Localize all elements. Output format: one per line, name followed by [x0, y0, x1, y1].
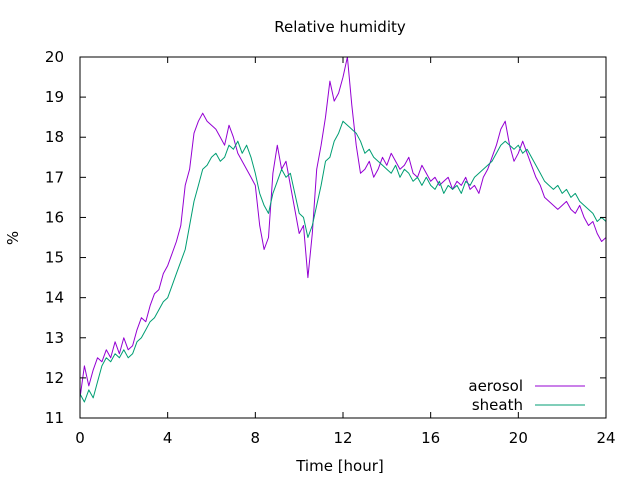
x-tick-label: 16 [421, 429, 440, 447]
legend-label-aerosol: aerosol [468, 377, 523, 395]
plot-border [79, 56, 607, 419]
y-tick-label: 12 [45, 369, 64, 387]
series-line-aerosol [79, 56, 607, 398]
y-tick-label: 20 [45, 48, 64, 66]
x-tick-label: 8 [251, 429, 261, 447]
y-tick-label: 11 [45, 409, 64, 427]
plot-frame [79, 56, 607, 419]
y-tick-label: 15 [45, 249, 64, 267]
x-axis-label: Time [hour] [295, 457, 384, 475]
chart-title: Relative humidity [274, 18, 406, 36]
y-tick-label: 17 [45, 168, 64, 186]
series-layer [79, 56, 607, 403]
y-tick-label: 19 [45, 88, 64, 106]
y-tick-label: 13 [45, 329, 64, 347]
y-tick-label: 18 [45, 128, 64, 146]
y-tick-label: 14 [45, 289, 64, 307]
legend-label-sheath: sheath [472, 396, 523, 414]
axis-ticks: 0 4 8 12 16 20 24 11 12 13 14 15 16 17 18 19 20 [45, 48, 616, 447]
y-axis-label: % [4, 231, 22, 245]
x-tick-label: 20 [509, 429, 528, 447]
x-tick-label: 4 [163, 429, 173, 447]
x-tick-label: 24 [596, 429, 615, 447]
y-tick-label: 16 [45, 208, 64, 226]
series-line-sheath [79, 120, 607, 403]
x-tick-label: 0 [75, 429, 85, 447]
x-tick-label: 12 [333, 429, 352, 447]
